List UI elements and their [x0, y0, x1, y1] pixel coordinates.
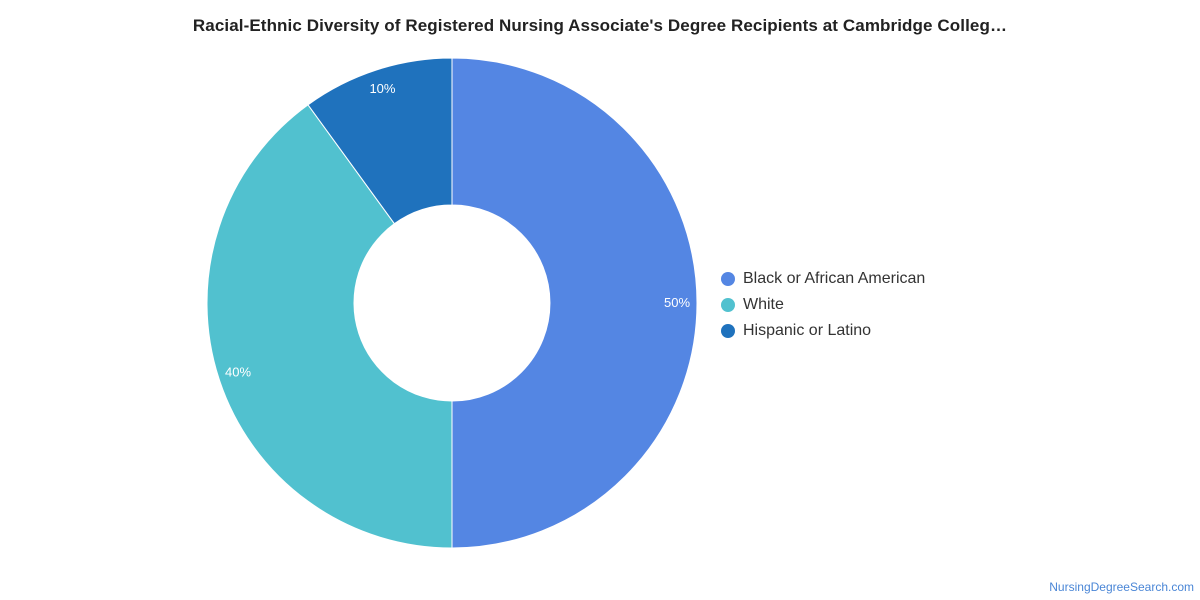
chart-legend: Black or African American White Hispanic…	[721, 266, 925, 344]
legend-label: Hispanic or Latino	[743, 322, 872, 339]
legend-item-black-or-african-american[interactable]: Black or African American	[721, 266, 925, 292]
donut-slice-white[interactable]	[206, 104, 453, 549]
legend-label: White	[743, 296, 784, 313]
legend-swatch	[721, 272, 735, 286]
legend-item-hispanic-or-latino[interactable]: Hispanic or Latino	[721, 318, 925, 344]
donut-slice-black-or-african-american[interactable]	[451, 57, 698, 549]
slice-value-label: 50%	[664, 295, 690, 310]
legend-swatch	[721, 324, 735, 338]
legend-item-white[interactable]: White	[721, 292, 925, 318]
donut-slice-hispanic-or-latino[interactable]	[307, 57, 453, 225]
slice-value-label: 10%	[369, 81, 395, 96]
legend-label: Black or African American	[743, 270, 926, 287]
slice-value-label: 40%	[225, 365, 251, 380]
legend-swatch	[721, 298, 735, 312]
source-credit-link[interactable]: NursingDegreeSearch.com	[1049, 580, 1194, 594]
chart-title: Racial-Ethnic Diversity of Registered Nu…	[192, 16, 1008, 35]
